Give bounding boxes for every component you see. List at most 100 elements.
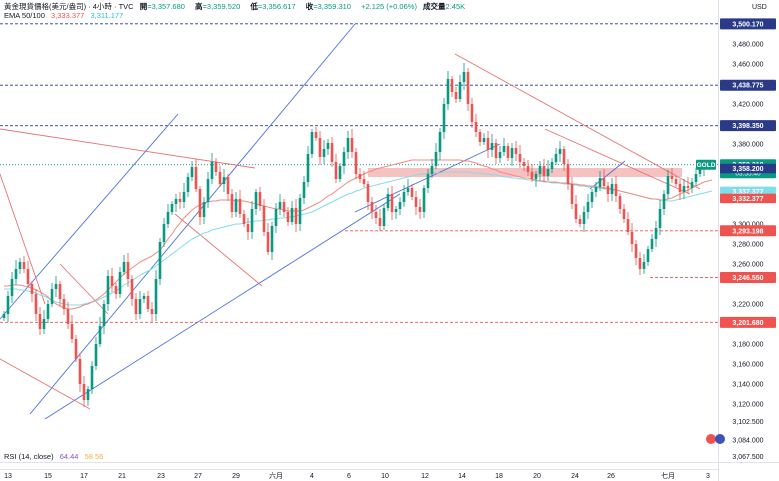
candle-body <box>346 138 350 152</box>
candle-body <box>386 194 390 208</box>
candle-body <box>594 187 598 192</box>
candle-body <box>222 177 226 184</box>
candle-body <box>414 197 418 207</box>
x-tick-label: 23 <box>157 473 165 480</box>
candle-body <box>658 209 662 228</box>
candle-body <box>654 228 658 239</box>
candle-body <box>54 284 58 289</box>
candle-body <box>354 152 358 174</box>
candle-body <box>362 179 366 184</box>
rsi-legend[interactable]: RSI (14, close) 64.44 58.56 <box>4 452 107 461</box>
candle-body <box>178 199 182 202</box>
ema-price-tag-bg <box>720 193 776 204</box>
trend-line <box>454 53 701 190</box>
candle-body <box>42 319 46 329</box>
candle-body <box>470 104 474 122</box>
x-tick-label: 24 <box>571 473 579 480</box>
candle-body <box>150 309 154 314</box>
candle-body <box>590 192 594 202</box>
trend-line <box>174 213 263 287</box>
event-flash-icon <box>706 434 716 444</box>
candle-body <box>434 152 438 166</box>
ema-legend[interactable]: EMA 50/100 3,333.377 3,311.177 <box>4 11 127 20</box>
candle-body <box>254 192 258 209</box>
candle-body <box>534 174 538 179</box>
candle-body <box>694 174 698 182</box>
candle-body <box>266 232 270 252</box>
candle-body <box>342 152 346 166</box>
y-tick-label: 3,067.500 <box>732 454 763 461</box>
candle-body <box>686 186 690 188</box>
candle-body <box>406 188 410 192</box>
candle-body <box>70 324 74 339</box>
candle-body <box>138 299 142 314</box>
candle-body <box>502 146 506 152</box>
trend-line <box>59 263 109 315</box>
candle-body <box>482 138 486 142</box>
y-tick-label: 3,102.500 <box>732 419 763 426</box>
candle-body <box>574 204 578 219</box>
candle-body <box>282 202 286 212</box>
candle-body <box>174 199 178 204</box>
candle-body <box>514 148 518 154</box>
candle-body <box>530 172 534 179</box>
candle-body <box>498 152 502 158</box>
candle-body <box>110 276 114 286</box>
ema50-line <box>4 159 713 310</box>
rsi-ma-value: 58.56 <box>84 452 104 461</box>
trend-line <box>0 128 256 169</box>
candle-body <box>638 258 642 269</box>
candle-body <box>170 204 174 212</box>
candle-body <box>382 208 386 226</box>
candle-body <box>402 192 406 202</box>
candle-body <box>494 143 498 158</box>
level-price-tag-bg <box>720 18 776 30</box>
x-tick-label: 29 <box>232 473 240 480</box>
ema-price-tag-bg <box>720 163 776 174</box>
candle-body <box>46 304 50 319</box>
candle-body <box>642 262 646 269</box>
candle-body <box>210 162 214 179</box>
y-tick-label: 3,280.000 <box>732 242 763 249</box>
candle-body <box>306 154 310 182</box>
candle-body <box>626 219 630 232</box>
y-tick-label: 3,260.000 <box>732 262 763 269</box>
candle-body <box>422 188 426 212</box>
candle-body <box>550 162 554 169</box>
candle-body <box>486 138 490 150</box>
chart-legend: 黃金現貨價格(美元/盎司) · 4小時 · TVC 開=3,357.680 高=… <box>4 1 473 12</box>
y-tick-label: 3,140.000 <box>732 382 763 389</box>
candle-body <box>618 196 622 209</box>
candle-body <box>698 168 702 174</box>
candle-body <box>186 177 190 192</box>
candle-body <box>246 224 250 232</box>
symbol-title[interactable]: 黃金現貨價格(美元/盎司) · 4小時 · TVC <box>4 2 134 11</box>
candle-body <box>634 244 638 258</box>
candle-body <box>238 199 242 214</box>
candle-body <box>674 179 678 184</box>
candle-body <box>510 148 514 158</box>
y-tick-label: 3,180.000 <box>732 342 763 349</box>
candle-body <box>326 143 330 149</box>
level-price-tag: 3,438.775 <box>732 83 763 90</box>
candle-body <box>182 192 186 202</box>
candle-body <box>6 296 10 314</box>
candle-body <box>194 167 198 189</box>
candle-body <box>30 284 34 294</box>
ohlc-close: 收=3,359.310 <box>305 2 351 11</box>
candle-body <box>294 208 298 224</box>
candle-body <box>154 279 158 314</box>
ema50-value: 3,333.377 <box>50 11 85 20</box>
candle-body <box>162 224 166 242</box>
candle-body <box>134 299 138 314</box>
ohlc-open: 開=3,357.680 <box>139 2 185 11</box>
candle-body <box>374 212 378 218</box>
symbol-tag: GOLD <box>697 162 716 169</box>
trend-line <box>29 23 356 415</box>
candle-body <box>598 178 602 187</box>
candle-body <box>26 269 30 284</box>
candle-body <box>562 149 566 164</box>
currency-label[interactable]: USD <box>752 4 767 11</box>
trend-line <box>0 173 46 305</box>
